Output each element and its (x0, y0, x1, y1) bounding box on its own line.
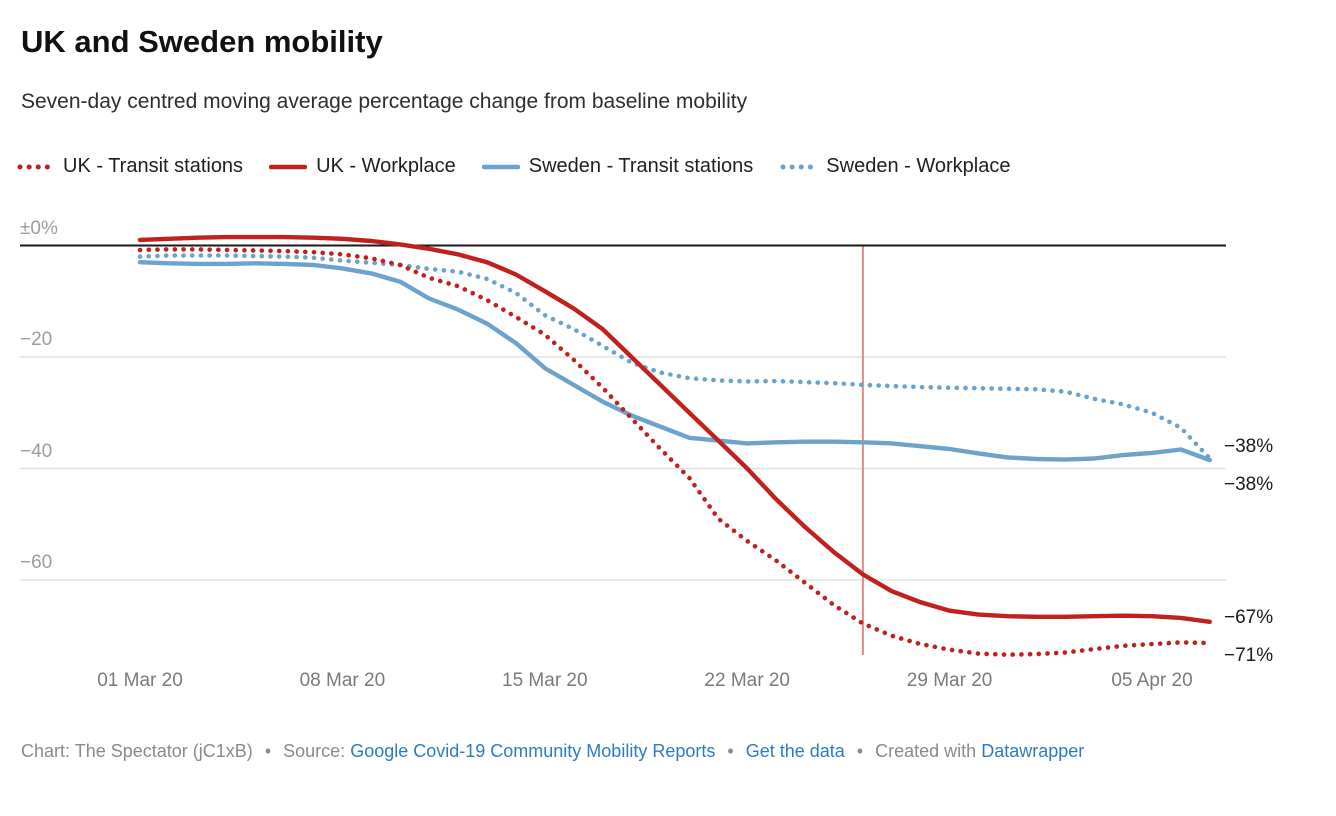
source-link[interactable]: Google Covid-19 Community Mobility Repor… (350, 741, 716, 761)
chart-subtitle: Seven-day centred moving average percent… (21, 90, 748, 113)
legend-label: UK - Workplace (316, 155, 456, 177)
series-end-label-sweden-workplace: −38% (1224, 474, 1274, 495)
x-axis-label: 05 Apr 20 (1111, 670, 1193, 691)
legend: UK - Transit stations UK - Workplace Swe… (16, 155, 1010, 178)
series-end-label-uk-transit: −71% (1224, 645, 1274, 666)
legend-item-sweden-transit: Sweden - Transit stations (481, 155, 754, 178)
solid-line-swatch-icon (269, 164, 308, 169)
get-the-data-link[interactable]: Get the data (745, 741, 845, 761)
legend-item-uk-transit: UK - Transit stations (16, 155, 243, 178)
legend-item-sweden-workplace: Sweden - Workplace (779, 155, 1010, 178)
y-axis-label: −20 (20, 329, 53, 350)
footer-created-with: Created with (875, 741, 977, 761)
footer-source-label: Source: (283, 741, 346, 761)
bullet-separator: • (856, 741, 864, 761)
x-axis-label: 08 Mar 20 (299, 670, 386, 691)
datawrapper-link[interactable]: Datawrapper (981, 741, 1085, 761)
dotted-line-swatch-icon (17, 164, 54, 169)
series-end-label-uk-workplace: −67% (1224, 607, 1274, 628)
y-axis-label: −60 (20, 552, 53, 573)
solid-line-swatch-icon (481, 164, 520, 169)
bullet-separator: • (727, 741, 734, 761)
page-title: UK and Sweden mobility (21, 24, 383, 59)
x-axis-label: 22 Mar 20 (704, 670, 790, 691)
legend-label: Sweden - Transit stations (528, 155, 754, 177)
legend-label: Sweden - Workplace (826, 155, 1011, 177)
dotted-line-swatch-icon (780, 164, 818, 169)
footer: Chart: The Spectator (jC1xB) • Source: G… (21, 741, 1321, 762)
x-axis-label: 15 Mar 20 (502, 670, 588, 691)
y-axis-label: −40 (20, 440, 53, 462)
footer-credit: The Spectator (jC1xB) (74, 741, 253, 761)
legend-item-uk-workplace: UK - Workplace (269, 155, 456, 178)
x-axis-label: 01 Mar 20 (97, 670, 183, 691)
legend-label: UK - Transit stations (63, 155, 244, 177)
y-axis-label: ±0% (20, 217, 58, 239)
series-end-label-sweden-transit: −38% (1224, 436, 1274, 457)
x-axis-label: 29 Mar 20 (906, 670, 993, 691)
bullet-separator: • (264, 741, 272, 761)
footer-credit-label: Chart: (21, 741, 71, 761)
